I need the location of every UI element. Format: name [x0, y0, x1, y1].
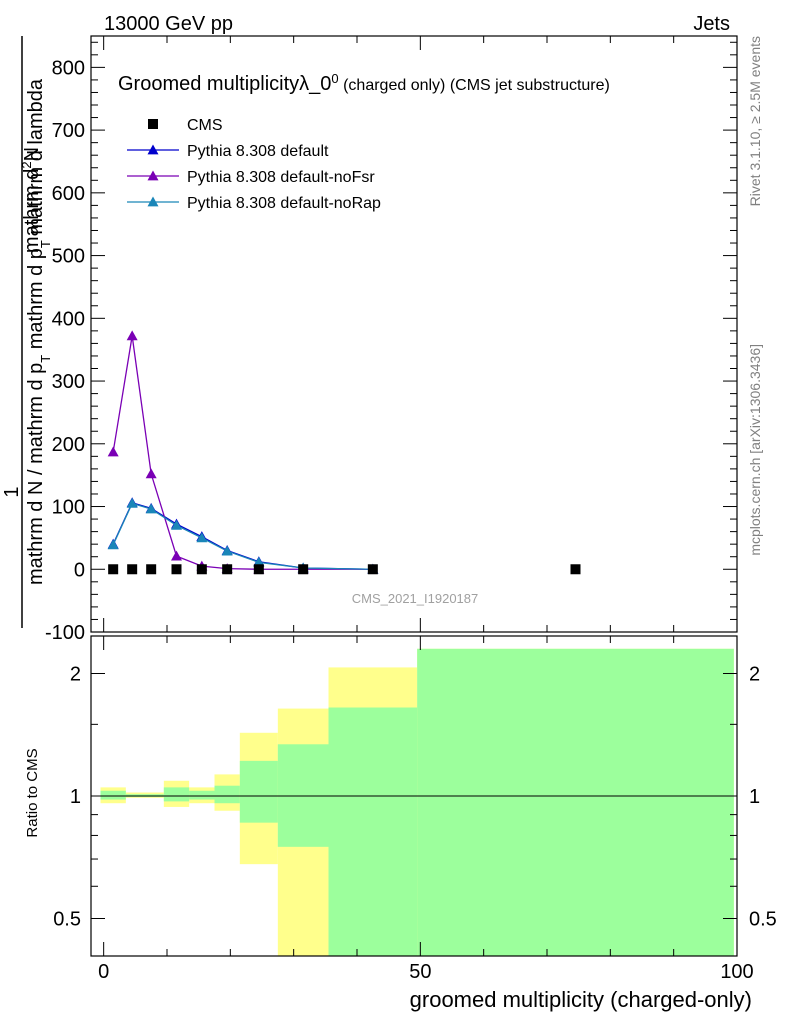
data-point-mc [107, 539, 119, 550]
y-tick-label: 600 [52, 183, 85, 205]
data-point-cms [127, 564, 138, 575]
rivet-label: Rivet 3.1.10, ≥ 2.5M events [747, 36, 763, 206]
data-point-mc [221, 545, 233, 556]
y-tick-label: 300 [52, 371, 85, 393]
legend-marker [148, 119, 158, 129]
y-tick-label: 200 [52, 434, 85, 456]
y-tick-label: 800 [52, 57, 85, 79]
data-point-cms [298, 564, 309, 575]
legend-label: Pythia 8.308 default-noRap [187, 195, 381, 212]
data-point-mc [107, 446, 119, 457]
main-y-axis-label: mathrm d2N 1 mathrm d N / mathrm d pT ma… [1, 36, 53, 628]
ratio-y-tick-label-right: 2 [749, 664, 760, 686]
y-tick-label: 400 [52, 308, 85, 330]
data-point-mc [145, 468, 157, 479]
y-label-numerator: mathrm d2N [19, 147, 44, 253]
data-point-cms [570, 564, 581, 575]
ratio-band-inner [100, 790, 126, 800]
legend-marker [147, 144, 159, 155]
data-point-mc [126, 497, 138, 508]
data-point-mc [171, 550, 182, 561]
plot-title: Groomed multiplicityλ_00 (charged only) … [118, 71, 610, 96]
y-tick-label: 500 [52, 246, 85, 268]
y-tick-label: 0 [74, 559, 85, 581]
ratio-band-inner [417, 648, 734, 956]
legend-marker [147, 170, 159, 181]
ratio-y-tick-label-left: 1 [70, 786, 81, 808]
legend-label: Pythia 8.308 default-noFsr [187, 169, 375, 186]
ratio-panel: 0 50 100 0.5 0.5 1 1 2 2 [53, 635, 777, 983]
data-point-cms [253, 564, 264, 575]
x-tick-label: 100 [720, 961, 753, 983]
ratio-y-tick-label-right: 1 [749, 786, 760, 808]
energy-label: 13000 GeV pp [104, 13, 233, 35]
y-tick-label: 700 [52, 120, 85, 142]
series-line [112, 335, 373, 570]
data-point-cms [367, 564, 378, 575]
data-point-cms [171, 564, 182, 575]
ratio-y-tick-label-left: 2 [70, 664, 81, 686]
y-tick-label: -100 [45, 622, 85, 644]
data-point-cms [196, 564, 207, 575]
y-label-denominator: mathrm d N / mathrm d pT mathrm d pT mat… [25, 78, 53, 585]
data-point-cms [108, 564, 119, 575]
data-point-cms [146, 564, 157, 575]
data-point-mc [196, 532, 208, 543]
main-panel: -100 0 100 200 300 400 500 600 700 800 [45, 35, 738, 644]
legend-marker [147, 196, 159, 207]
ratio-y-label: Ratio to CMS [24, 748, 41, 837]
ratio-band-inner [328, 707, 418, 956]
legend-label: Pythia 8.308 default [187, 143, 329, 160]
x-tick-label: 0 [98, 961, 109, 983]
ratio-band-inner [189, 790, 215, 800]
data-point-mc [126, 330, 138, 341]
analysis-watermark: CMS_2021_I1920187 [352, 591, 479, 606]
y-label-one: 1 [1, 486, 23, 497]
main-frame [90, 35, 738, 633]
data-point-mc [145, 503, 157, 514]
x-tick-label: 50 [409, 961, 431, 983]
x-axis-label: groomed multiplicity (charged-only) [410, 987, 752, 1012]
legend-label: CMS [187, 117, 223, 134]
jets-label: Jets [693, 13, 730, 35]
data-point-mc [171, 519, 182, 530]
ratio-band-inner [214, 785, 240, 804]
ratio-y-tick-label-right: 0.5 [749, 909, 777, 931]
mcplots-label: mcplots.cern.ch [arXiv:1306.3436] [747, 344, 763, 556]
y-tick-label: 100 [52, 497, 85, 519]
ratio-band-inner [163, 787, 190, 802]
ratio-band-inner [239, 760, 278, 823]
legend: CMS Pythia 8.308 default Pythia 8.308 defa… [127, 117, 381, 212]
ratio-y-tick-label-left: 0.5 [53, 909, 81, 931]
data-point-cms [222, 564, 233, 575]
